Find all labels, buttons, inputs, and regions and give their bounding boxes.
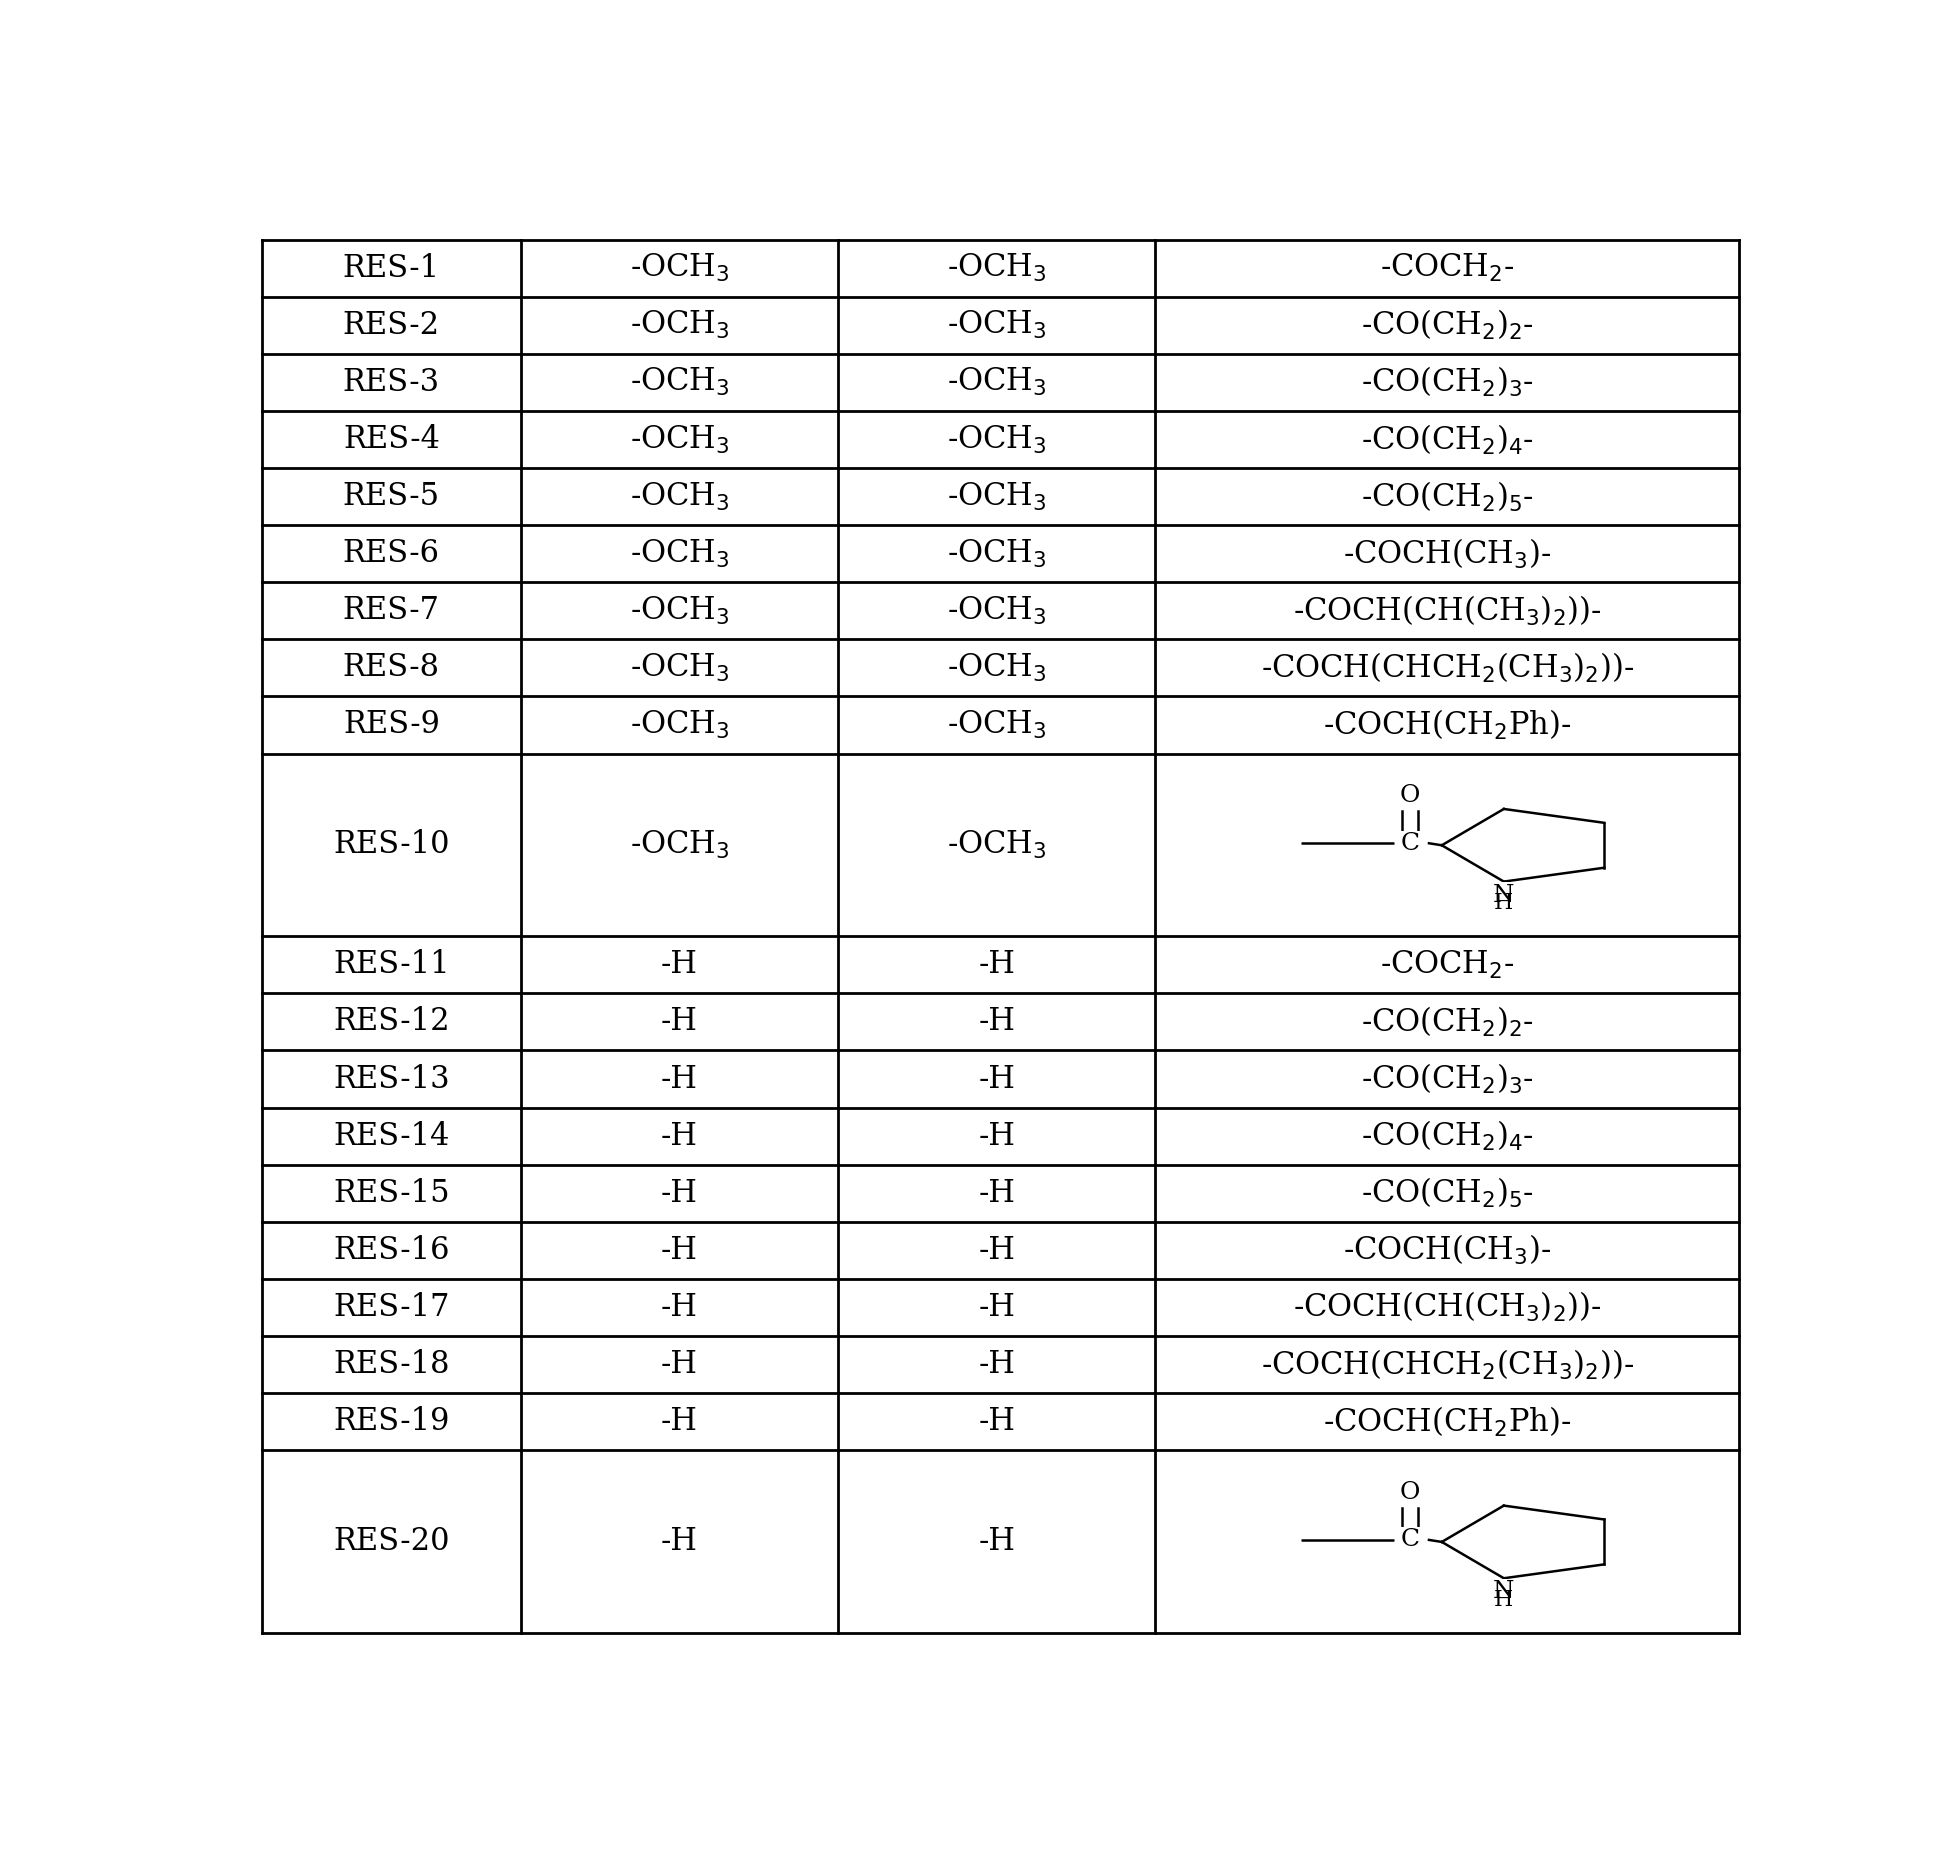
Text: -H: -H	[978, 1007, 1015, 1038]
Text: -H: -H	[662, 1526, 697, 1557]
Text: -COCH(CH$_2$Ph)-: -COCH(CH$_2$Ph)-	[1323, 708, 1571, 742]
Text: RES-12: RES-12	[334, 1007, 449, 1038]
Text: -H: -H	[978, 1064, 1015, 1094]
Text: H: H	[1493, 1589, 1513, 1611]
Text: -H: -H	[978, 1405, 1015, 1437]
Text: RES-1: RES-1	[344, 252, 439, 284]
Text: -OCH$_3$: -OCH$_3$	[630, 310, 728, 341]
Text: -OCH$_3$: -OCH$_3$	[630, 480, 728, 512]
Text: -H: -H	[662, 1120, 697, 1151]
Text: -H: -H	[978, 1526, 1015, 1557]
Text: RES-18: RES-18	[334, 1350, 449, 1379]
Text: -OCH$_3$: -OCH$_3$	[947, 538, 1046, 569]
Text: -CO(CH$_2$)$_5$-: -CO(CH$_2$)$_5$-	[1361, 480, 1534, 514]
Text: RES-19: RES-19	[334, 1405, 449, 1437]
Text: -OCH$_3$: -OCH$_3$	[630, 595, 728, 627]
Text: RES-10: RES-10	[334, 829, 449, 860]
Text: -H: -H	[662, 949, 697, 981]
Text: H: H	[1493, 892, 1513, 914]
Text: -CO(CH$_2$)$_5$-: -CO(CH$_2$)$_5$-	[1361, 1175, 1534, 1211]
Text: O: O	[1400, 784, 1419, 806]
Text: -OCH$_3$: -OCH$_3$	[630, 367, 728, 399]
Text: -OCH$_3$: -OCH$_3$	[630, 423, 728, 456]
Text: RES-13: RES-13	[334, 1064, 449, 1094]
Text: -H: -H	[978, 1350, 1015, 1379]
Text: -H: -H	[978, 1235, 1015, 1266]
Text: -OCH$_3$: -OCH$_3$	[947, 480, 1046, 512]
Text: -CO(CH$_2$)$_2$-: -CO(CH$_2$)$_2$-	[1361, 308, 1534, 343]
Text: O: O	[1400, 1481, 1419, 1504]
Text: -COCH(CH$_3$)-: -COCH(CH$_3$)-	[1343, 1233, 1552, 1268]
Text: RES-14: RES-14	[334, 1120, 449, 1151]
Text: -OCH$_3$: -OCH$_3$	[630, 653, 728, 684]
Text: RES-4: RES-4	[344, 425, 439, 454]
Text: RES-3: RES-3	[344, 367, 439, 399]
Text: -OCH$_3$: -OCH$_3$	[947, 653, 1046, 684]
Text: -OCH$_3$: -OCH$_3$	[947, 310, 1046, 341]
Text: -OCH$_3$: -OCH$_3$	[630, 538, 728, 569]
Text: -OCH$_3$: -OCH$_3$	[947, 595, 1046, 627]
Text: N: N	[1493, 1580, 1515, 1604]
Text: -OCH$_3$: -OCH$_3$	[947, 423, 1046, 456]
Text: C: C	[1400, 832, 1419, 855]
Text: -OCH$_3$: -OCH$_3$	[947, 252, 1046, 284]
Text: -H: -H	[662, 1064, 697, 1094]
Text: -H: -H	[662, 1405, 697, 1437]
Text: RES-15: RES-15	[334, 1177, 449, 1209]
Text: -H: -H	[978, 949, 1015, 981]
Text: RES-20: RES-20	[334, 1526, 449, 1557]
Text: -COCH$_2$-: -COCH$_2$-	[1380, 949, 1515, 981]
Text: RES-6: RES-6	[344, 538, 439, 569]
Text: -H: -H	[978, 1120, 1015, 1151]
Text: -CO(CH$_2$)$_3$-: -CO(CH$_2$)$_3$-	[1361, 365, 1534, 399]
Text: RES-7: RES-7	[344, 595, 439, 627]
Text: -COCH(CH(CH$_3$)$_2$))-: -COCH(CH(CH$_3$)$_2$))-	[1292, 593, 1601, 629]
Text: N: N	[1493, 884, 1515, 907]
Text: RES-8: RES-8	[344, 653, 439, 684]
Text: -OCH$_3$: -OCH$_3$	[630, 829, 728, 860]
Text: -COCH(CHCH$_2$(CH$_3$)$_2$))-: -COCH(CHCH$_2$(CH$_3$)$_2$))-	[1261, 651, 1634, 684]
Text: RES-5: RES-5	[344, 480, 439, 512]
Text: -H: -H	[662, 1177, 697, 1209]
Text: RES-16: RES-16	[334, 1235, 449, 1266]
Text: -OCH$_3$: -OCH$_3$	[947, 708, 1046, 742]
Text: -CO(CH$_2$)$_3$-: -CO(CH$_2$)$_3$-	[1361, 1062, 1534, 1096]
Text: -COCH$_2$-: -COCH$_2$-	[1380, 252, 1515, 284]
Text: RES-11: RES-11	[334, 949, 449, 981]
Text: -OCH$_3$: -OCH$_3$	[630, 252, 728, 284]
Text: -CO(CH$_2$)$_2$-: -CO(CH$_2$)$_2$-	[1361, 1005, 1534, 1038]
Text: -H: -H	[662, 1350, 697, 1379]
Text: RES-17: RES-17	[334, 1292, 449, 1324]
Text: -COCH(CHCH$_2$(CH$_3$)$_2$))-: -COCH(CHCH$_2$(CH$_3$)$_2$))-	[1261, 1348, 1634, 1381]
Text: -H: -H	[662, 1007, 697, 1038]
Text: -H: -H	[978, 1177, 1015, 1209]
Text: -OCH$_3$: -OCH$_3$	[947, 367, 1046, 399]
Text: -H: -H	[662, 1235, 697, 1266]
Text: -OCH$_3$: -OCH$_3$	[630, 708, 728, 742]
Text: -CO(CH$_2$)$_4$-: -CO(CH$_2$)$_4$-	[1361, 423, 1534, 456]
Text: -CO(CH$_2$)$_4$-: -CO(CH$_2$)$_4$-	[1361, 1120, 1534, 1153]
Text: -COCH(CH$_2$Ph)-: -COCH(CH$_2$Ph)-	[1323, 1405, 1571, 1439]
Text: RES-2: RES-2	[344, 310, 439, 341]
Text: -OCH$_3$: -OCH$_3$	[947, 829, 1046, 860]
Text: RES-9: RES-9	[344, 710, 439, 740]
Text: C: C	[1400, 1528, 1419, 1552]
Text: -H: -H	[978, 1292, 1015, 1324]
Text: -COCH(CH(CH$_3$)$_2$))-: -COCH(CH(CH$_3$)$_2$))-	[1292, 1290, 1601, 1324]
Text: -COCH(CH$_3$)-: -COCH(CH$_3$)-	[1343, 536, 1552, 571]
Text: -H: -H	[662, 1292, 697, 1324]
